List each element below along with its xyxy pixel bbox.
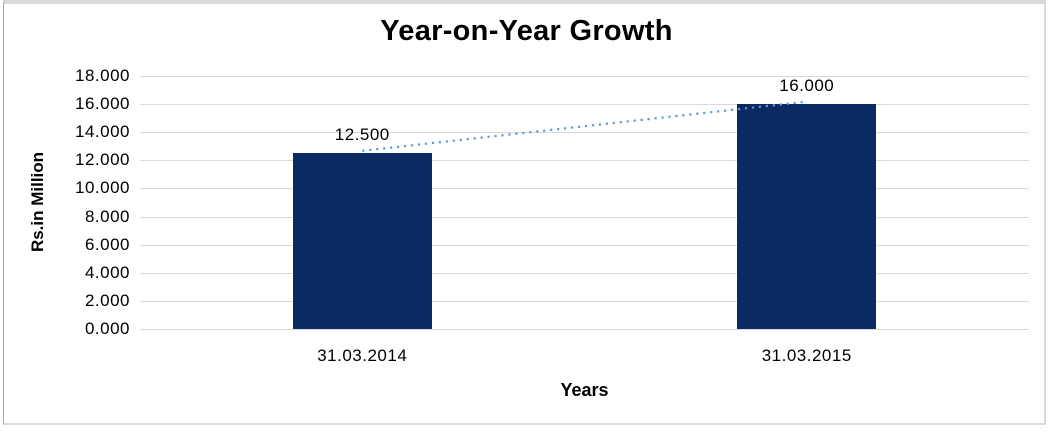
gridline [140, 216, 1029, 218]
gridline [140, 132, 1029, 134]
bar-series [140, 76, 1029, 329]
y-tick-label: 2.000 [84, 290, 130, 310]
y-tick-label: 12.000 [75, 150, 130, 170]
chart-title: Year-on-Year Growth [380, 15, 673, 47]
bar-31.03.2015 [737, 104, 877, 329]
y-tick-label: 14.000 [75, 122, 130, 142]
gridline [140, 188, 1029, 190]
data-label: 12.500 [334, 125, 390, 145]
y-tick-label: 4.000 [84, 262, 130, 282]
y-tick-label: 10.000 [75, 178, 130, 198]
x-tick-label: 31.03.2014 [317, 346, 408, 365]
y-tick-label: 6.000 [84, 234, 130, 254]
x-tick-label: 31.03.2015 [761, 346, 852, 365]
x-axis-title: Years [560, 380, 609, 400]
y-tick-label: 16.000 [75, 94, 130, 114]
gridline [140, 272, 1029, 274]
trendline [362, 100, 807, 152]
y-tick-label: 18.000 [75, 66, 130, 85]
gridline [140, 244, 1029, 246]
y-tick-label: 8.000 [84, 206, 130, 226]
x-axis-tick-labels: 31.03.2014 31.03.2015 [0, 346, 1053, 366]
gridline [140, 300, 1029, 302]
bar-31.03.2014 [292, 153, 432, 329]
data-label: 16.000 [779, 76, 835, 96]
plot-area [140, 76, 1029, 330]
gridline [140, 76, 1029, 77]
gridline [140, 160, 1029, 162]
gridline [140, 329, 1029, 330]
gridlines [140, 76, 1029, 330]
gridline [140, 104, 1029, 106]
y-tick-label: 0.000 [84, 319, 130, 338]
